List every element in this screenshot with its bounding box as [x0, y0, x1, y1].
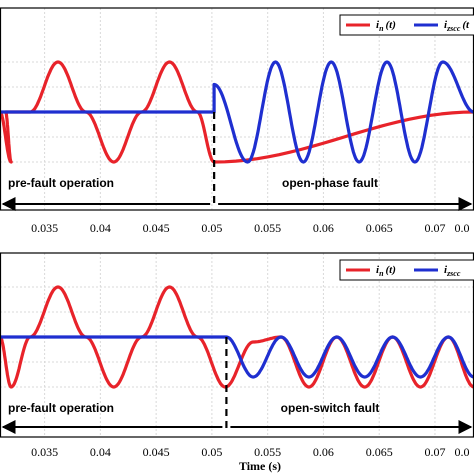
x-tick-label: 0.065 — [366, 445, 393, 459]
x-tick-label: 0.065 — [366, 221, 393, 235]
x-tick-label: 0.06 — [313, 221, 334, 235]
x-tick-label: 0.035 — [31, 445, 58, 459]
x-tick-label: 0.06 — [313, 445, 334, 459]
legend-entry: in (t) — [376, 19, 396, 33]
legend-box — [339, 259, 474, 281]
x-tick-label: 0.055 — [254, 221, 281, 235]
annotation-prefault: pre-fault operation — [8, 401, 114, 415]
x-tick-label: 0.04 — [90, 445, 111, 459]
x-tick-label: 0.07 — [424, 221, 445, 235]
x-axis-label: Time (s) — [239, 459, 281, 473]
series-line-in — [0, 60, 474, 164]
annotation-fault: open-phase fault — [282, 176, 378, 190]
legend-box — [339, 14, 474, 36]
bottom-ticks: 0.035 0.04 0.045 0.05 0.055 0.06 0.065 0.07 0.0 — [31, 445, 469, 459]
bottom-annotations: pre-fault operation open-switch fault — [1, 337, 473, 434]
x-tick-label: 0.045 — [143, 445, 170, 459]
top-ticks: 0.035 0.04 0.045 0.05 0.055 0.06 0.065 0.07 0.0 — [31, 221, 469, 235]
bottom-legend: in (t) izscc — [339, 259, 474, 281]
legend-entry: in (t) — [376, 264, 396, 278]
series-line-izscc — [0, 60, 474, 164]
legend-entry: izscc — [444, 264, 461, 278]
x-tick-label: 0.035 — [31, 221, 58, 235]
x-tick-label: 0.04 — [90, 221, 111, 235]
top-series — [0, 60, 474, 164]
bottom-panel: 0.035 0.04 0.045 0.05 0.055 0.06 0.065 0.07 0.0 … — [0, 252, 474, 459]
legend-entry: izscc (t — [444, 19, 470, 33]
top-legend: in (t) izscc (t — [339, 14, 474, 36]
top-annotations: pre-fault operation open-phase fault — [1, 112, 473, 211]
x-tick-label: 0.0 — [455, 445, 470, 459]
annotation-prefault: pre-fault operation — [8, 176, 114, 190]
annotation-fault: open-switch fault — [281, 401, 380, 415]
x-tick-label: 0.05 — [201, 221, 222, 235]
series-line-izscc — [0, 335, 474, 379]
x-tick-label: 0.045 — [143, 221, 170, 235]
bottom-series — [0, 285, 474, 389]
bottom-grid — [0, 253, 474, 437]
x-tick-label: 0.055 — [254, 445, 281, 459]
x-tick-label: 0.05 — [201, 445, 222, 459]
x-tick-label: 0.07 — [424, 445, 445, 459]
x-tick-label: 0.0 — [455, 221, 470, 235]
top-panel: 0.035 0.04 0.045 0.05 0.055 0.06 0.065 0.07 0.0 … — [0, 7, 474, 235]
